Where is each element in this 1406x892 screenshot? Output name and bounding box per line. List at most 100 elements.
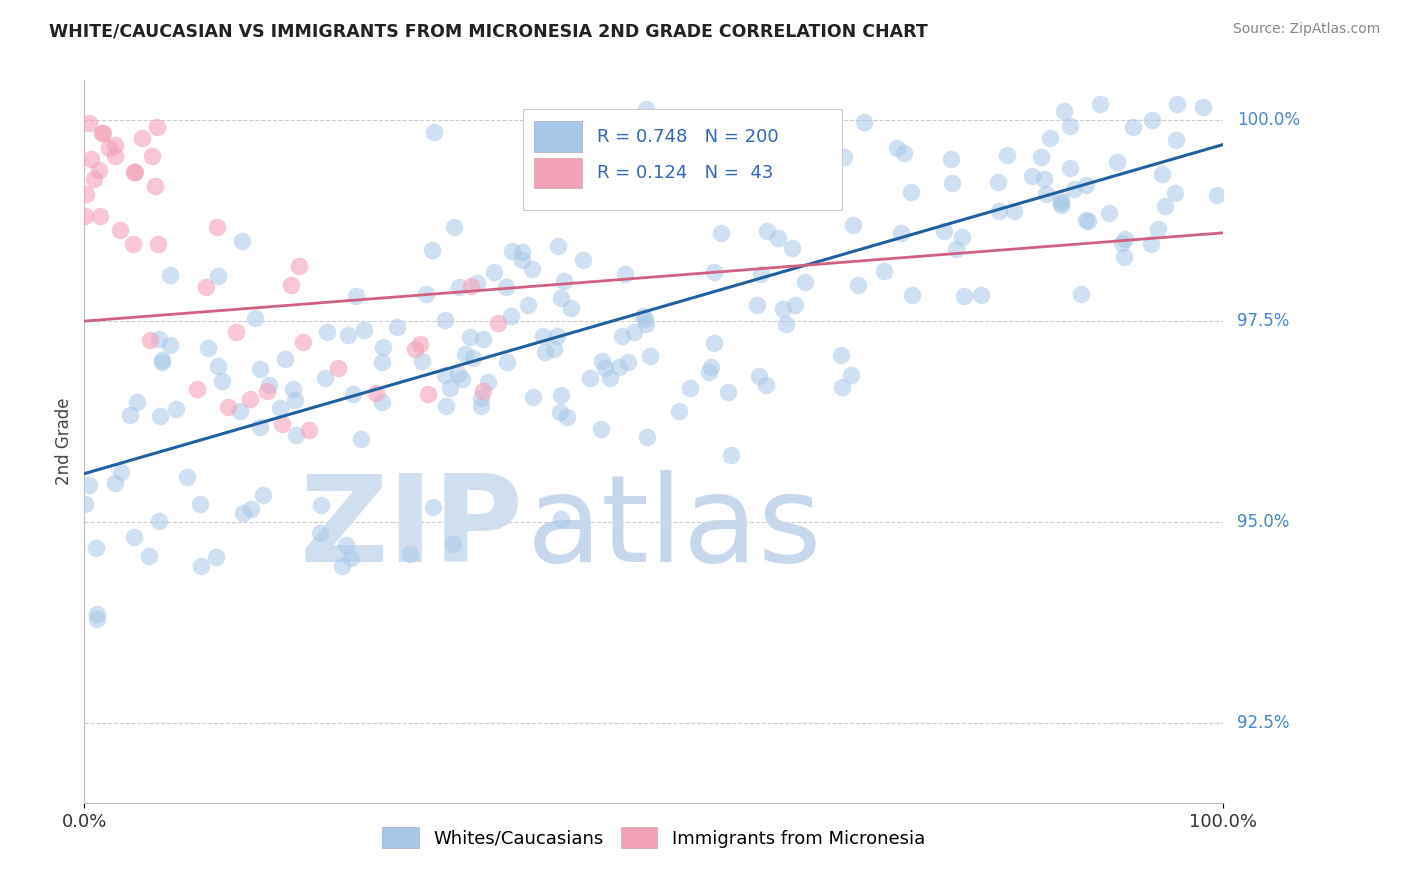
Point	[668, 403, 690, 417]
Point	[371, 395, 394, 409]
Point	[86, 612, 108, 626]
Point	[124, 164, 146, 178]
Point	[495, 280, 517, 294]
Point	[422, 500, 444, 514]
Point	[91, 126, 114, 140]
Point	[108, 223, 131, 237]
Point	[1063, 182, 1085, 196]
Point	[148, 332, 170, 346]
Point	[717, 384, 740, 399]
Point	[257, 377, 280, 392]
Point	[600, 186, 623, 200]
Point	[636, 429, 658, 443]
Point	[434, 400, 457, 414]
Point	[245, 311, 267, 326]
Text: R = 0.124   N =  43: R = 0.124 N = 43	[598, 164, 773, 182]
Point	[83, 172, 105, 186]
Point	[197, 341, 219, 355]
Point	[125, 395, 148, 409]
Point	[780, 240, 803, 254]
Point	[420, 244, 443, 258]
Point	[104, 476, 127, 491]
Point	[75, 209, 97, 223]
Point	[794, 275, 817, 289]
Point	[543, 342, 565, 356]
Point	[249, 420, 271, 434]
Point	[1032, 171, 1054, 186]
Point	[1077, 213, 1099, 227]
Point	[486, 316, 509, 330]
Point	[385, 319, 408, 334]
Point	[531, 329, 554, 343]
Point	[77, 116, 100, 130]
Point	[953, 289, 976, 303]
Point	[1050, 193, 1073, 207]
Point	[150, 353, 173, 368]
Point	[709, 226, 731, 240]
Point	[631, 310, 654, 324]
Point	[204, 550, 226, 565]
Point	[316, 326, 339, 340]
Point	[886, 141, 908, 155]
Point	[458, 329, 481, 343]
Point	[404, 342, 426, 356]
Point	[314, 371, 336, 385]
Point	[612, 328, 634, 343]
Y-axis label: 2nd Grade: 2nd Grade	[55, 398, 73, 485]
Text: R = 0.748   N = 200: R = 0.748 N = 200	[598, 128, 779, 145]
Point	[501, 244, 523, 258]
Point	[834, 150, 856, 164]
Point	[240, 502, 263, 516]
Point	[501, 309, 523, 323]
Point	[1140, 112, 1163, 127]
Point	[84, 541, 107, 556]
Point	[614, 267, 637, 281]
Point	[80, 153, 103, 167]
Point	[534, 345, 557, 359]
Point	[150, 355, 173, 369]
Point	[1053, 103, 1076, 118]
Point	[104, 138, 127, 153]
Point	[1122, 120, 1144, 134]
Point	[281, 382, 304, 396]
Point	[1114, 232, 1136, 246]
Point	[159, 268, 181, 283]
Point	[1206, 188, 1229, 202]
Point	[447, 280, 470, 294]
Point	[945, 242, 967, 256]
Point	[745, 297, 768, 311]
Point	[1059, 161, 1081, 176]
FancyBboxPatch shape	[523, 109, 842, 211]
Point	[366, 386, 388, 401]
Point	[853, 114, 876, 128]
Point	[120, 409, 142, 423]
Point	[1166, 97, 1188, 112]
Point	[454, 347, 477, 361]
Point	[337, 327, 360, 342]
Point	[830, 348, 852, 362]
Point	[415, 286, 437, 301]
Point	[146, 120, 169, 135]
Point	[1164, 133, 1187, 147]
Point	[138, 549, 160, 563]
Point	[1029, 150, 1052, 164]
Point	[149, 409, 172, 423]
Point	[122, 236, 145, 251]
Point	[292, 334, 315, 349]
Point	[450, 372, 472, 386]
Point	[900, 185, 922, 199]
Point	[339, 550, 361, 565]
Point	[211, 374, 233, 388]
Point	[510, 245, 533, 260]
Point	[697, 365, 720, 379]
Point	[873, 264, 896, 278]
Point	[434, 312, 457, 326]
Point	[139, 333, 162, 347]
Point	[252, 488, 274, 502]
Point	[131, 130, 153, 145]
Point	[470, 399, 492, 413]
Point	[1111, 236, 1133, 251]
Point	[846, 277, 869, 292]
Point	[623, 325, 645, 339]
Point	[416, 387, 439, 401]
